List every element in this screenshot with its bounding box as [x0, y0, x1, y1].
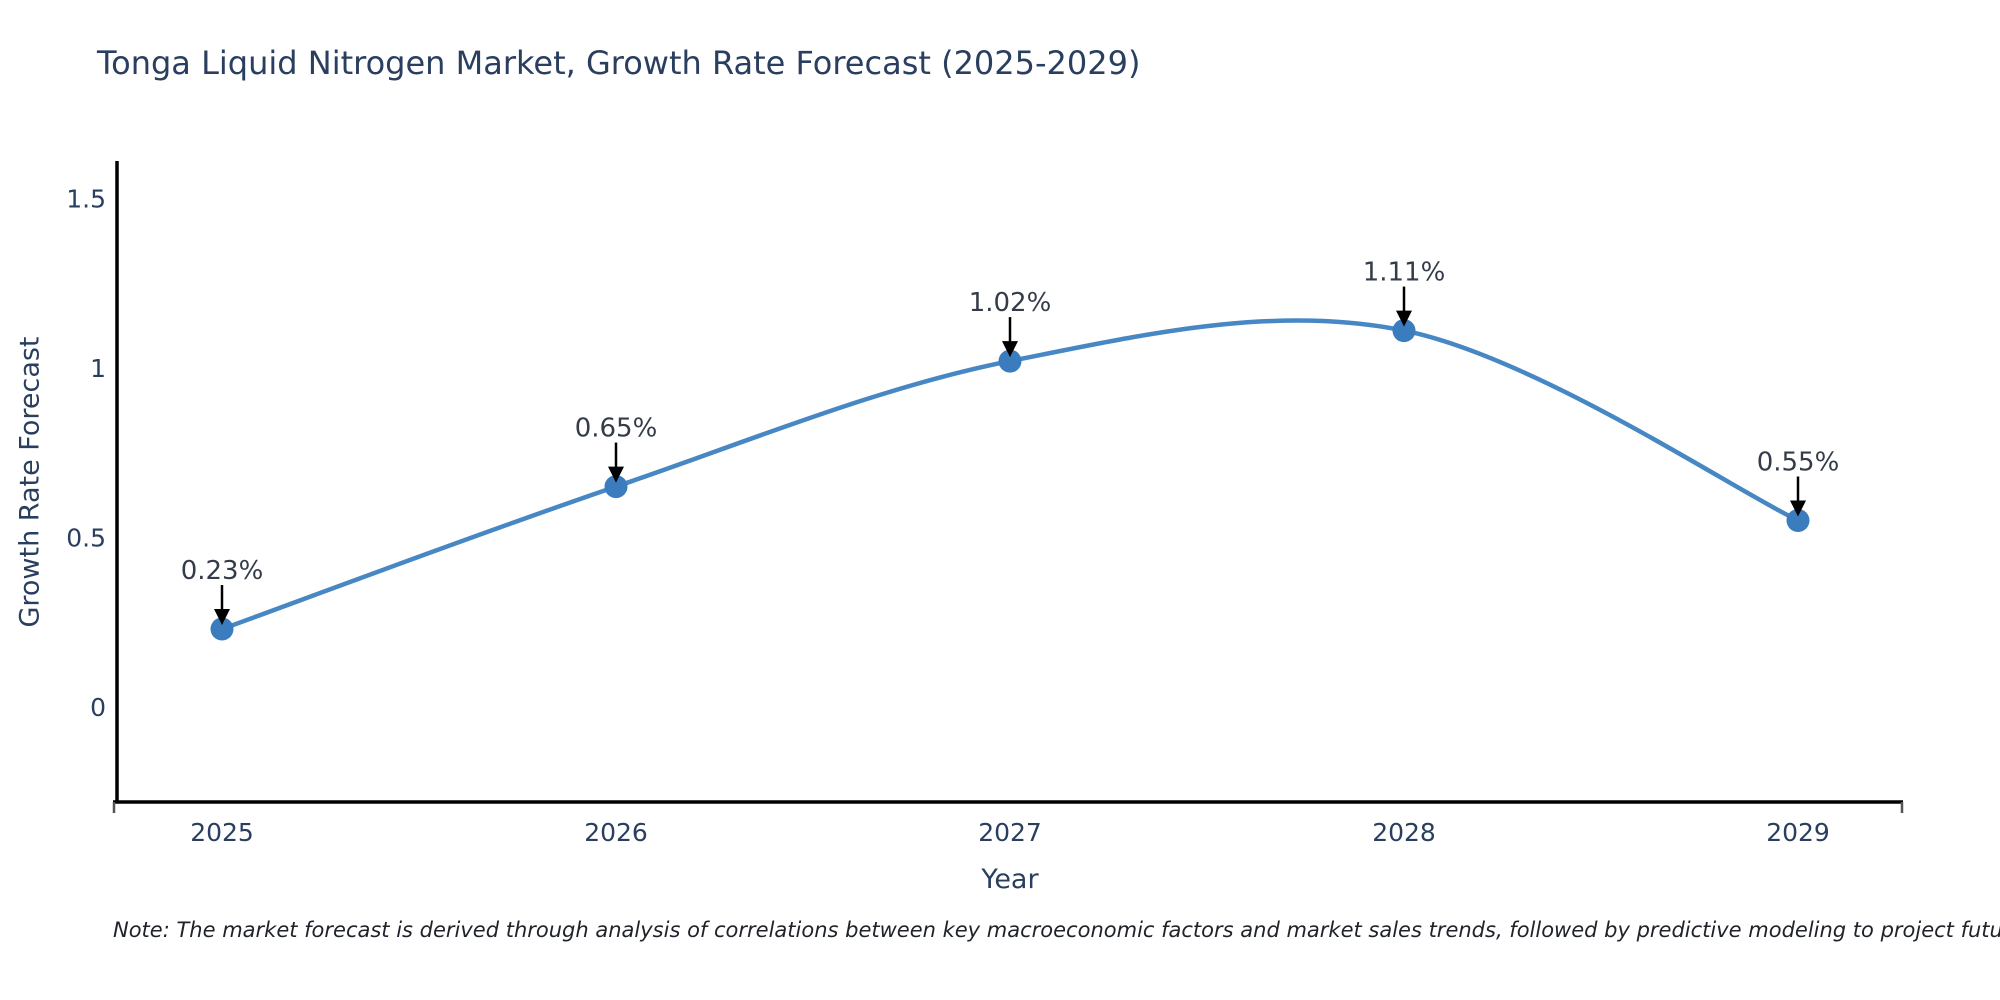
data-point-marker: [1786, 509, 1810, 533]
x-tick-label: 2028: [1372, 818, 1436, 847]
point-annotation-label: 0.65%: [575, 414, 658, 444]
x-tick-label: 2029: [1766, 818, 1830, 847]
annotation-arrow-head: [1396, 310, 1412, 327]
x-axis-title: Year: [981, 864, 1039, 895]
data-point-marker: [1392, 319, 1416, 343]
chart-title: Tonga Liquid Nitrogen Market, Growth Rat…: [97, 44, 1141, 82]
data-point-marker: [210, 617, 234, 641]
annotation-arrow-head: [1790, 500, 1806, 517]
x-tick-label: 2026: [584, 818, 648, 847]
x-tick-label: 2025: [190, 818, 254, 847]
data-point-marker: [604, 475, 628, 499]
point-annotation-label: 0.23%: [181, 556, 264, 586]
point-annotation-label: 0.55%: [1757, 448, 1840, 478]
y-tick-label: 0: [90, 693, 106, 722]
footnote: Note: The market forecast is derived thr…: [113, 918, 2000, 942]
point-annotation-label: 1.02%: [969, 288, 1052, 318]
data-point-marker: [998, 349, 1022, 373]
annotation-arrow-head: [608, 466, 624, 483]
y-tick-label: 1: [90, 354, 106, 383]
x-tick-label: 2027: [978, 818, 1042, 847]
annotation-arrow-head: [214, 609, 230, 626]
y-tick-label: 1.5: [66, 184, 106, 213]
y-tick-label: 0.5: [66, 523, 106, 552]
annotation-arrow-head: [1002, 341, 1018, 358]
point-annotation-label: 1.11%: [1363, 258, 1446, 288]
